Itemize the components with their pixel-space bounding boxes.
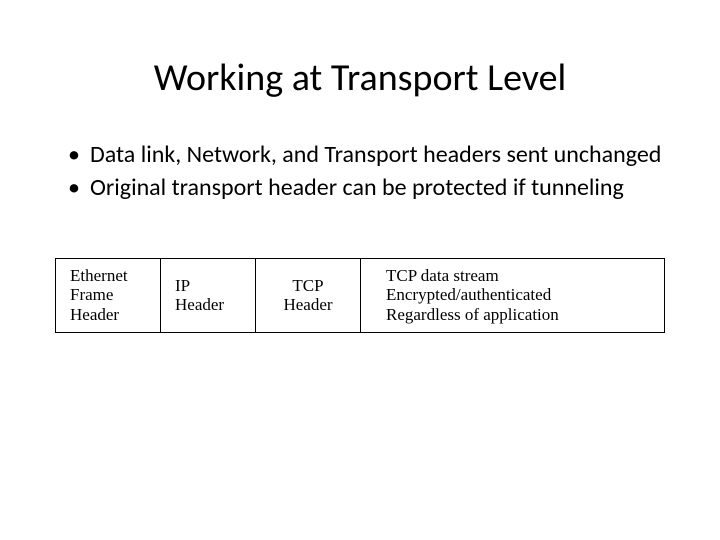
cell-text: IPHeader bbox=[175, 276, 224, 315]
cell-text: EthernetFrameHeader bbox=[70, 266, 128, 325]
bullet-item: Original transport header can be protect… bbox=[68, 174, 670, 203]
slide-title: Working at Transport Level bbox=[50, 55, 670, 101]
cell-text: TCP data streamEncrypted/authenticatedRe… bbox=[386, 266, 559, 325]
cell-text: TCPHeader bbox=[283, 276, 332, 315]
slide: Working at Transport Level Data link, Ne… bbox=[0, 0, 720, 540]
bullet-list: Data link, Network, and Transport header… bbox=[68, 141, 670, 203]
diagram-cell-payload: TCP data streamEncrypted/authenticatedRe… bbox=[361, 259, 664, 332]
diagram-cell-ip: IPHeader bbox=[161, 259, 256, 332]
diagram-cell-ethernet: EthernetFrameHeader bbox=[56, 259, 161, 332]
diagram-cell-tcp: TCPHeader bbox=[256, 259, 361, 332]
packet-diagram: EthernetFrameHeader IPHeader TCPHeader T… bbox=[55, 258, 665, 333]
bullet-item: Data link, Network, and Transport header… bbox=[68, 141, 670, 170]
